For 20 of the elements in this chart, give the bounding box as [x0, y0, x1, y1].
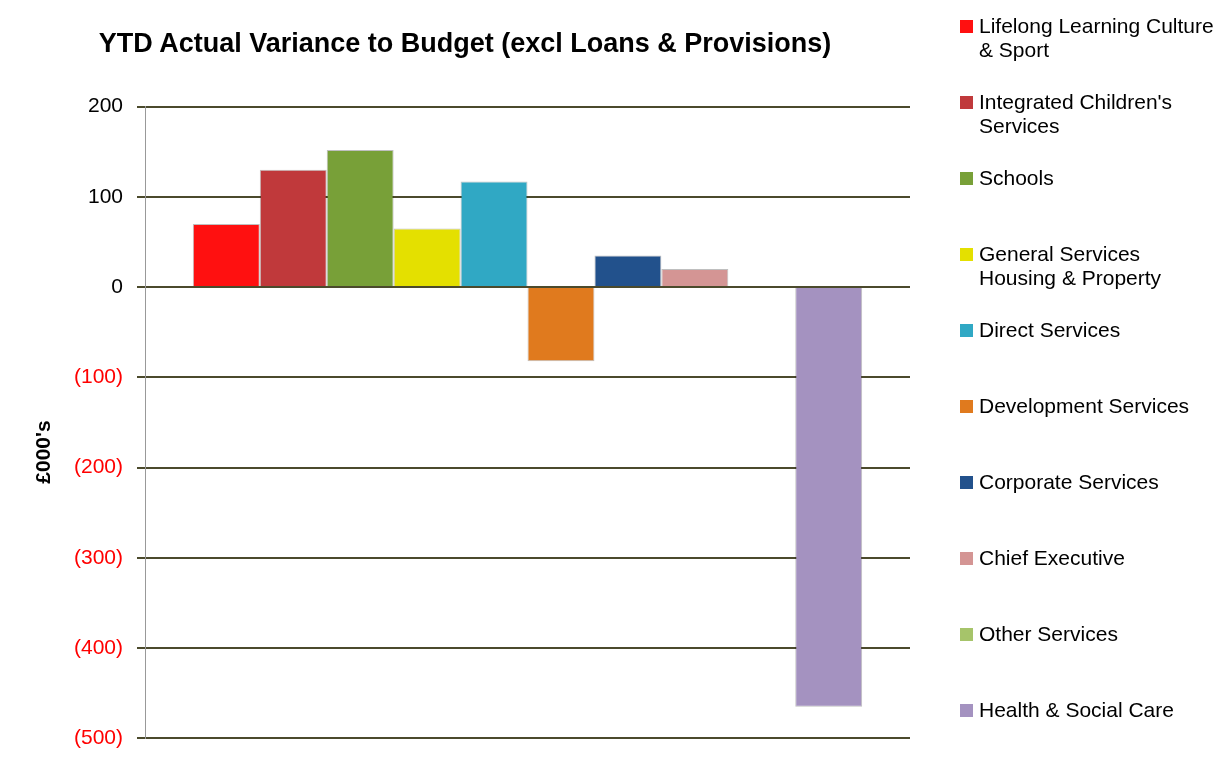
chart-title: YTD Actual Variance to Budget (excl Loans & Provisions) [97, 28, 833, 59]
y-tick-label: (100) [73, 364, 124, 388]
y-axis-title: £000's [31, 419, 55, 486]
y-tick-label: 200 [87, 93, 124, 117]
legend-label: Chief Executive [979, 546, 1125, 570]
y-tick-label: (300) [73, 544, 124, 568]
legend-label: Schools [979, 166, 1054, 190]
legend-label: Other Services [979, 622, 1118, 646]
y-tick-label: (400) [73, 634, 124, 658]
legend-label: Development Services [979, 394, 1190, 418]
y-tick-label: (200) [73, 454, 124, 478]
legend-label: Integrated Children's Services [979, 90, 1174, 138]
y-tick-label: (500) [73, 725, 124, 749]
y-tick-label: 0 [111, 273, 124, 297]
legend-label: Direct Services [979, 318, 1121, 342]
y-tick-label: 100 [87, 183, 124, 207]
legend-label: Health & Social Care [979, 698, 1174, 722]
legend-label: General Services Housing & Property [979, 242, 1163, 290]
legend-label: Lifelong Learning Culture & Sport [979, 14, 1215, 62]
legend-label: Corporate Services [979, 470, 1159, 494]
